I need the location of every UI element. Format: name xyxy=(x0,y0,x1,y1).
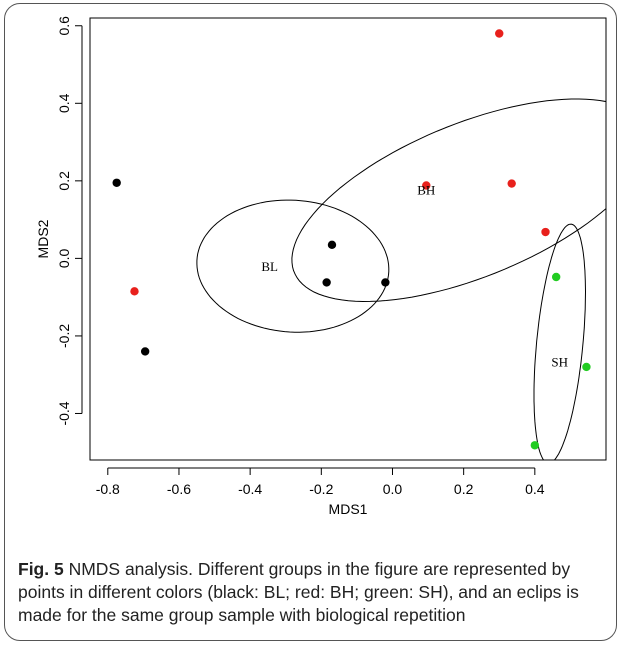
point-bh xyxy=(130,287,139,296)
nmds-scatter-plot: -0.8 -0.6 -0.4 -0.2 0.0 0.2 0.4 -0.4 -0.2 0.0 0.2… xyxy=(35,16,607,517)
figure-caption: Fig. 5 NMDS analysis. Different groups i… xyxy=(18,558,610,627)
caption-text: NMDS analysis. Different groups in the f… xyxy=(18,559,579,625)
point-bl xyxy=(322,278,331,287)
x-tick-label: 0.2 xyxy=(454,481,474,497)
x-tick-label: 0.0 xyxy=(383,481,403,497)
caption-figure-number: Fig. 5 xyxy=(18,559,64,579)
point-bl xyxy=(327,240,337,250)
y-tick-label: 0.4 xyxy=(56,93,72,113)
point-sh xyxy=(530,441,540,450)
y-tick-label: -0.2 xyxy=(56,324,72,348)
x-tick-label: 0.4 xyxy=(525,481,545,497)
y-axis: -0.4 -0.2 0.0 0.2 0.4 0.6 xyxy=(56,16,83,426)
x-tick-label: -0.6 xyxy=(167,481,191,497)
point-bh xyxy=(422,181,431,190)
x-axis: -0.8 -0.6 -0.4 -0.2 0.0 0.2 0.4 xyxy=(96,467,545,497)
x-axis-label: MDS1 xyxy=(329,501,368,517)
ellipse-bh xyxy=(291,98,606,303)
y-tick-label: 0.2 xyxy=(56,171,72,191)
ellipse-bl xyxy=(196,199,390,333)
point-sh xyxy=(582,362,591,372)
plot-area-border xyxy=(89,17,607,461)
group-label-bh: BH xyxy=(417,183,435,198)
group-ellipses xyxy=(196,98,606,460)
group-label-sh: SH xyxy=(551,354,568,369)
figure-frame xyxy=(4,3,617,641)
y-tick-label: 0.6 xyxy=(56,16,72,36)
point-bl xyxy=(140,347,150,356)
point-bh xyxy=(507,179,516,188)
x-tick-label: -0.4 xyxy=(238,481,262,497)
point-bl xyxy=(381,278,390,287)
data-points xyxy=(112,29,591,450)
x-tick-label: -0.8 xyxy=(96,481,120,497)
point-bh xyxy=(541,227,550,237)
point-sh xyxy=(551,272,561,282)
y-tick-label: -0.4 xyxy=(56,401,72,425)
point-bh xyxy=(495,29,504,38)
y-axis-label: MDS2 xyxy=(35,219,51,258)
point-bl xyxy=(112,178,121,187)
group-label-bl: BL xyxy=(261,259,278,274)
y-tick-label: 0.0 xyxy=(56,248,72,268)
x-tick-label: -0.2 xyxy=(309,481,333,497)
group-labels: BL BH SH xyxy=(261,183,568,370)
ellipse-sh xyxy=(533,223,587,460)
